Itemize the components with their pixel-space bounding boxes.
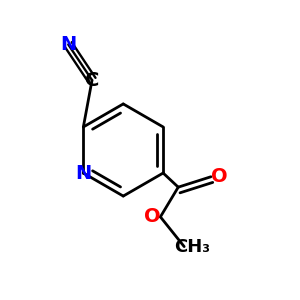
Text: CH₃: CH₃: [175, 238, 211, 256]
Text: C: C: [85, 71, 99, 90]
Text: O: O: [144, 207, 160, 226]
Text: N: N: [75, 164, 92, 182]
Text: O: O: [211, 167, 228, 186]
Text: N: N: [60, 35, 76, 54]
